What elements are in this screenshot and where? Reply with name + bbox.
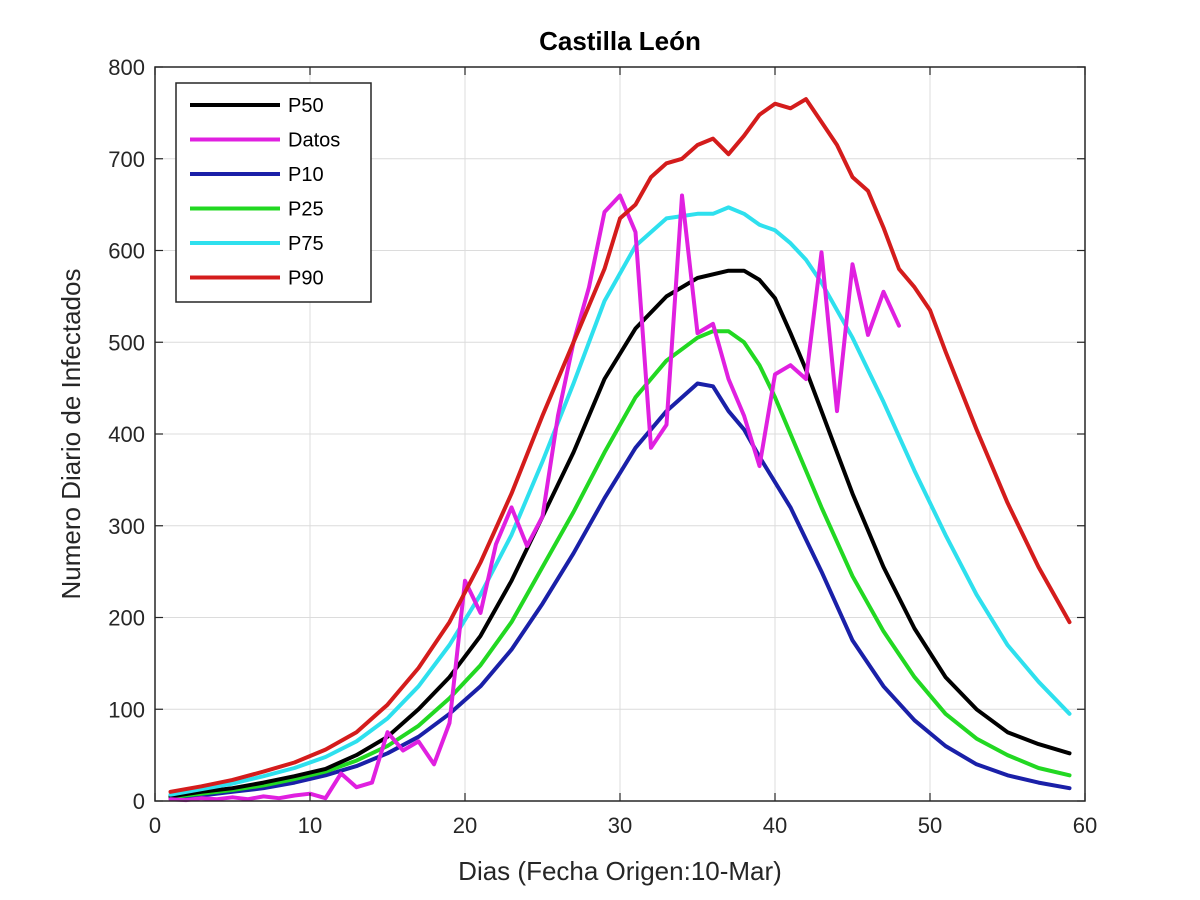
- x-tick-label: 10: [298, 813, 322, 838]
- series-line-p90: [168, 97, 1072, 794]
- x-axis-label: Dias (Fecha Origen:10-Mar): [458, 856, 782, 886]
- series-line-p25: [168, 329, 1072, 800]
- x-tick-label: 0: [149, 813, 161, 838]
- y-axis-label: Numero Diario de Infectados: [56, 269, 86, 600]
- legend: P50 Datos P10 P25 P75 P90: [175, 82, 372, 303]
- y-tick-label: 800: [108, 55, 145, 80]
- legend-label-p75: P75: [288, 233, 324, 255]
- gridlines: [155, 67, 1085, 801]
- legend-label-datos: Datos: [288, 130, 340, 152]
- y-tick-label: 100: [108, 697, 145, 722]
- y-tick-label: 300: [108, 514, 145, 539]
- y-tick-label: 0: [133, 789, 145, 814]
- x-tick-label: 60: [1073, 813, 1097, 838]
- legend-label-p25: P25: [288, 199, 324, 221]
- series-lines: [168, 97, 1072, 803]
- legend-box: [175, 82, 372, 303]
- y-tick-label: 500: [108, 330, 145, 355]
- legend-label-p50: P50: [288, 95, 324, 117]
- y-tick-label: 400: [108, 422, 145, 447]
- x-tick-label: 40: [763, 813, 787, 838]
- legend-label-p90: P90: [288, 268, 324, 290]
- chart-title: Castilla León: [539, 26, 701, 56]
- y-tick-label: 700: [108, 147, 145, 172]
- x-tick-label: 20: [453, 813, 477, 838]
- x-tick-label: 50: [918, 813, 942, 838]
- x-tick-label: 30: [608, 813, 632, 838]
- y-tick-label: 600: [108, 239, 145, 264]
- legend-label-p10: P10: [288, 164, 324, 186]
- series-line-p50: [168, 268, 1072, 799]
- series-line-datos: [168, 193, 901, 803]
- y-tick-label: 200: [108, 606, 145, 631]
